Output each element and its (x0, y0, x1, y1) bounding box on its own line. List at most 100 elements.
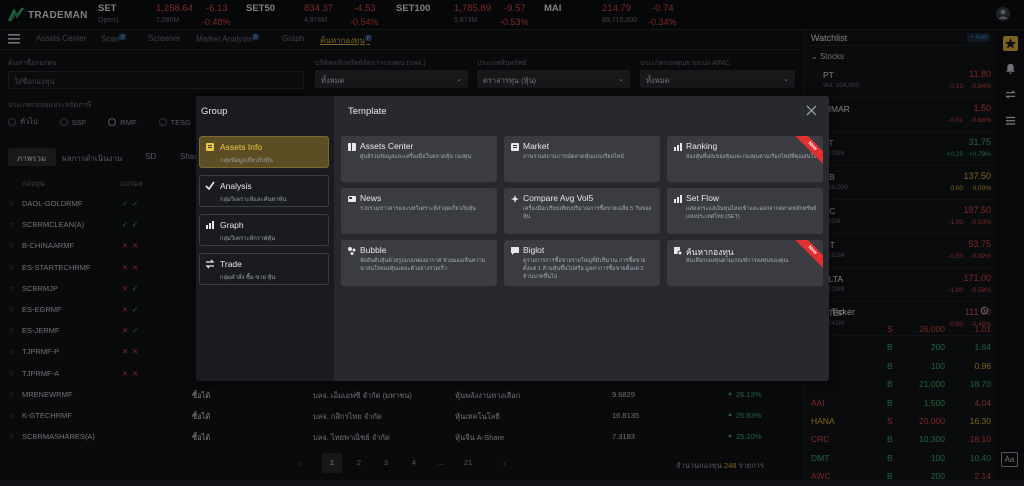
group-analysis[interactable]: Analysis กลุ่มวิเคราะห์และค้นหาหุ้น (199, 175, 329, 207)
star-outline-icon[interactable]: ☆ (8, 199, 15, 208)
asset-type-select[interactable]: ตราสารทุน (หุ้น) ⌄ (477, 70, 630, 88)
watchlist-row[interactable]: TTEP l. 241M 111.00 -0.50 -0.45% (805, 302, 997, 336)
fund-name: K-GTECHRMF (22, 411, 72, 420)
prev-page-icon[interactable]: ‹ (298, 459, 301, 468)
settings-gear-icon[interactable] (979, 305, 990, 318)
template-card[interactable]: Set Flow แสดงกระแสเงินทุนไหลเข้าและออกจาก… (667, 188, 823, 234)
table-row[interactable]: ☆ ES-JERMF ✕ ✓ (0, 320, 800, 341)
star-outline-icon[interactable]: ☆ (8, 220, 15, 230)
radio-ssf[interactable]: SSF (59, 116, 86, 128)
next-page-icon[interactable]: › (503, 459, 506, 468)
template-card[interactable]: Bubble จัดอันดับหุ้นด้วยรูปแบบฟองอากาศ ช่… (341, 240, 497, 286)
star-outline-icon[interactable]: ☆ (8, 411, 15, 420)
fund-name: ES-JERMF (22, 326, 60, 336)
group-graph[interactable]: Graph กลุ่มวิเคราะห์กราฟหุ้น (199, 214, 329, 246)
page-button[interactable]: 4 (411, 458, 417, 467)
bell-icon[interactable] (1005, 63, 1016, 76)
hamburger-menu-icon[interactable] (8, 34, 20, 46)
tab-sharpe[interactable]: Shar (180, 152, 197, 161)
cell-nav: 7.3183 (612, 432, 635, 442)
template-card[interactable]: Market ภาพรวมสถานการณ์ตลาดหุ้นแบบเรียลไทม… (504, 136, 660, 182)
page-button[interactable]: 21 (463, 458, 473, 467)
star-outline-icon[interactable]: ☆ (8, 347, 15, 357)
template-desc: ศูนย์รวมข้อมูลและเครื่องมือในตลาดหุ้น กอ… (360, 154, 472, 160)
template-card[interactable]: Compare Avg Vol5 เครื่องมือเปรียบเทียบปริ… (504, 188, 660, 234)
template-card[interactable]: Ranking ส่องหุ้นที่เด่นของหุ้นและกองทุนตา… (667, 136, 823, 182)
nav-screener[interactable]: Screener (148, 34, 181, 43)
watchlist-add-button[interactable]: + Add (967, 33, 990, 42)
ticker-row: HANA S 20,000 16.30 (805, 413, 997, 431)
watchlist-group[interactable]: ⌄ Stocks (811, 52, 844, 61)
radio-tesg[interactable]: TESG (158, 116, 191, 128)
index-change: -6.13 (206, 3, 228, 14)
star-outline-icon[interactable]: ☆ (8, 326, 15, 336)
logo[interactable]: TRADEMAN (7, 7, 88, 23)
star-outline-icon[interactable]: ☆ (8, 432, 15, 442)
index-item[interactable]: SET 1,258.64 -6.13 Open1 7,096M -0.48% (98, 2, 238, 28)
star-outline-icon[interactable]: ☆ (8, 283, 15, 293)
table-row[interactable]: ☆ ES-EGRMF ✕ ✓ (0, 299, 800, 320)
watchlist-row[interactable]: PT Vol. 104,000 11.80 -0.10 -0.84% (805, 64, 997, 98)
star-icon[interactable] (1003, 36, 1018, 51)
font-size-icon[interactable]: Aa (1001, 452, 1018, 467)
amc-select[interactable]: ทั้งหมด ⌄ (315, 70, 468, 88)
page-button[interactable]: 1 (322, 453, 342, 473)
index-pct: -0.48% (202, 17, 231, 27)
nav-market-analysis[interactable]: Market Analysis β (196, 34, 259, 44)
star-outline-icon[interactable]: ☆ (8, 305, 15, 314)
table-row[interactable]: ☆ TJPRMF-P ✕ ✕ (0, 341, 800, 362)
ticker-price: 18.10 (969, 434, 991, 445)
cell-buy: ซื้อได้ (192, 433, 211, 443)
radio-rmf[interactable]: RMF (108, 116, 137, 128)
fund-count-value: 248 (723, 461, 737, 470)
page-button[interactable]: 3 (383, 458, 389, 467)
template-card[interactable]: Biglot ดูรายการการซื้อขายรายใหญ่ที่มีปริม… (504, 240, 660, 286)
index-item[interactable]: SET100 1,785.89 -9.57 5,873M -0.53% (396, 2, 536, 28)
col-fund-header[interactable]: กองทุน (22, 179, 45, 188)
ticker-volume: 200 (930, 471, 945, 482)
nav-fund-search[interactable]: ค้นหากองทุน β (320, 34, 372, 47)
template-card[interactable]: ค้นหากองทุน ค้นเลือกกองทุนตามเกณฑ์การลงทุ… (667, 240, 823, 286)
radio-general[interactable]: ทั่วไป (8, 116, 38, 128)
table-row[interactable]: ☆ K-GTECHRMF ซื้อได้ บลจ. กสิกรไทย จำกัด หุ้… (0, 405, 800, 426)
table-row[interactable]: ☆ B-CHINAARMF ✕ ✕ (0, 235, 800, 256)
tab-sd[interactable]: SD (145, 152, 157, 161)
table-row[interactable]: ☆ SCBRMJP ✕ ✓ (0, 278, 800, 299)
star-outline-icon[interactable]: ☆ (8, 262, 15, 272)
template-card[interactable]: Assets Center ศูนย์รวมข้อมูลและเครื่องมือ… (341, 136, 497, 182)
swap-icon[interactable] (1005, 89, 1016, 102)
fund-search-input[interactable]: ใส่ชื่อกองทุน (8, 71, 304, 89)
nav-assets-center[interactable]: Assets Center (36, 34, 87, 43)
star-outline-icon[interactable]: ☆ (8, 241, 15, 251)
watchlist-row[interactable]: CC l. 42M 187.50 -1.00 -0.53% (805, 200, 997, 234)
ticker-row: S 26,000 1.01 (805, 321, 997, 339)
nav-graph[interactable]: Graph (282, 34, 305, 43)
x-icon: ✕ (132, 262, 139, 272)
tab-performance[interactable]: ผลการดำเนินงาน (62, 154, 123, 163)
star-outline-icon[interactable]: ☆ (8, 368, 15, 378)
table-row[interactable]: ☆ TJPRMF-A ✕ ✕ (0, 363, 800, 384)
ticker-side: B (887, 342, 893, 353)
col-assess-header[interactable]: แปรผล (120, 179, 143, 188)
template-card[interactable]: News รวบรวมข่าวสารและบทวิเคราะห์ล่าสุดเกี… (341, 188, 497, 234)
close-icon[interactable] (806, 105, 817, 118)
list-icon[interactable] (1005, 115, 1016, 128)
group-assets-info[interactable]: Assets Info กลุ่มข้อมูลเกี่ยวกับหุ้น (199, 136, 329, 168)
table-row[interactable]: ☆ DAOL-GOLDRMF ✓ ✓ (0, 193, 800, 214)
table-row[interactable]: ☆ MRENEWRMF ซื้อได้ บลจ. เอ็มเอฟซี จำกัด (ม… (0, 384, 800, 405)
page-button[interactable]: 2 (356, 458, 362, 467)
aimc-select[interactable]: ทั้งหมด ⌄ (640, 70, 795, 88)
star-outline-icon[interactable]: ☆ (8, 389, 15, 399)
watchlist-row[interactable]: ELTA l. 138M 171.00 -1.00 -0.58% (805, 268, 997, 302)
table-row[interactable]: ☆ SCBRMCLEAN(A) ✓ ✓ (0, 214, 800, 235)
nav-scan[interactable]: Scan β (101, 34, 127, 44)
table-row[interactable]: ☆ SCBRMASHARES(A) ซื้อได้ บลจ. ไทยพาณิชย์ จ… (0, 426, 800, 447)
group-trade[interactable]: Trade กลุ่มคำสั่ง ซื้อ-ขาย หุ้น (199, 253, 329, 285)
table-row[interactable]: ☆ ES-STARTECHRMF ✕ ✕ (0, 257, 800, 278)
tab-overview[interactable]: ภาพรวม (8, 148, 56, 166)
index-item[interactable]: SET50 834.37 -4.53 4,876M -0.54% (246, 2, 386, 28)
watchlist-row[interactable]: SIMAR 1.50 -0.01 -0.66% (805, 98, 997, 132)
index-item[interactable]: MAI 214.79 -0.74 89,715,000 -0.34% (544, 2, 684, 28)
user-avatar-icon[interactable] (996, 7, 1010, 21)
search-fund-icon (673, 246, 683, 256)
